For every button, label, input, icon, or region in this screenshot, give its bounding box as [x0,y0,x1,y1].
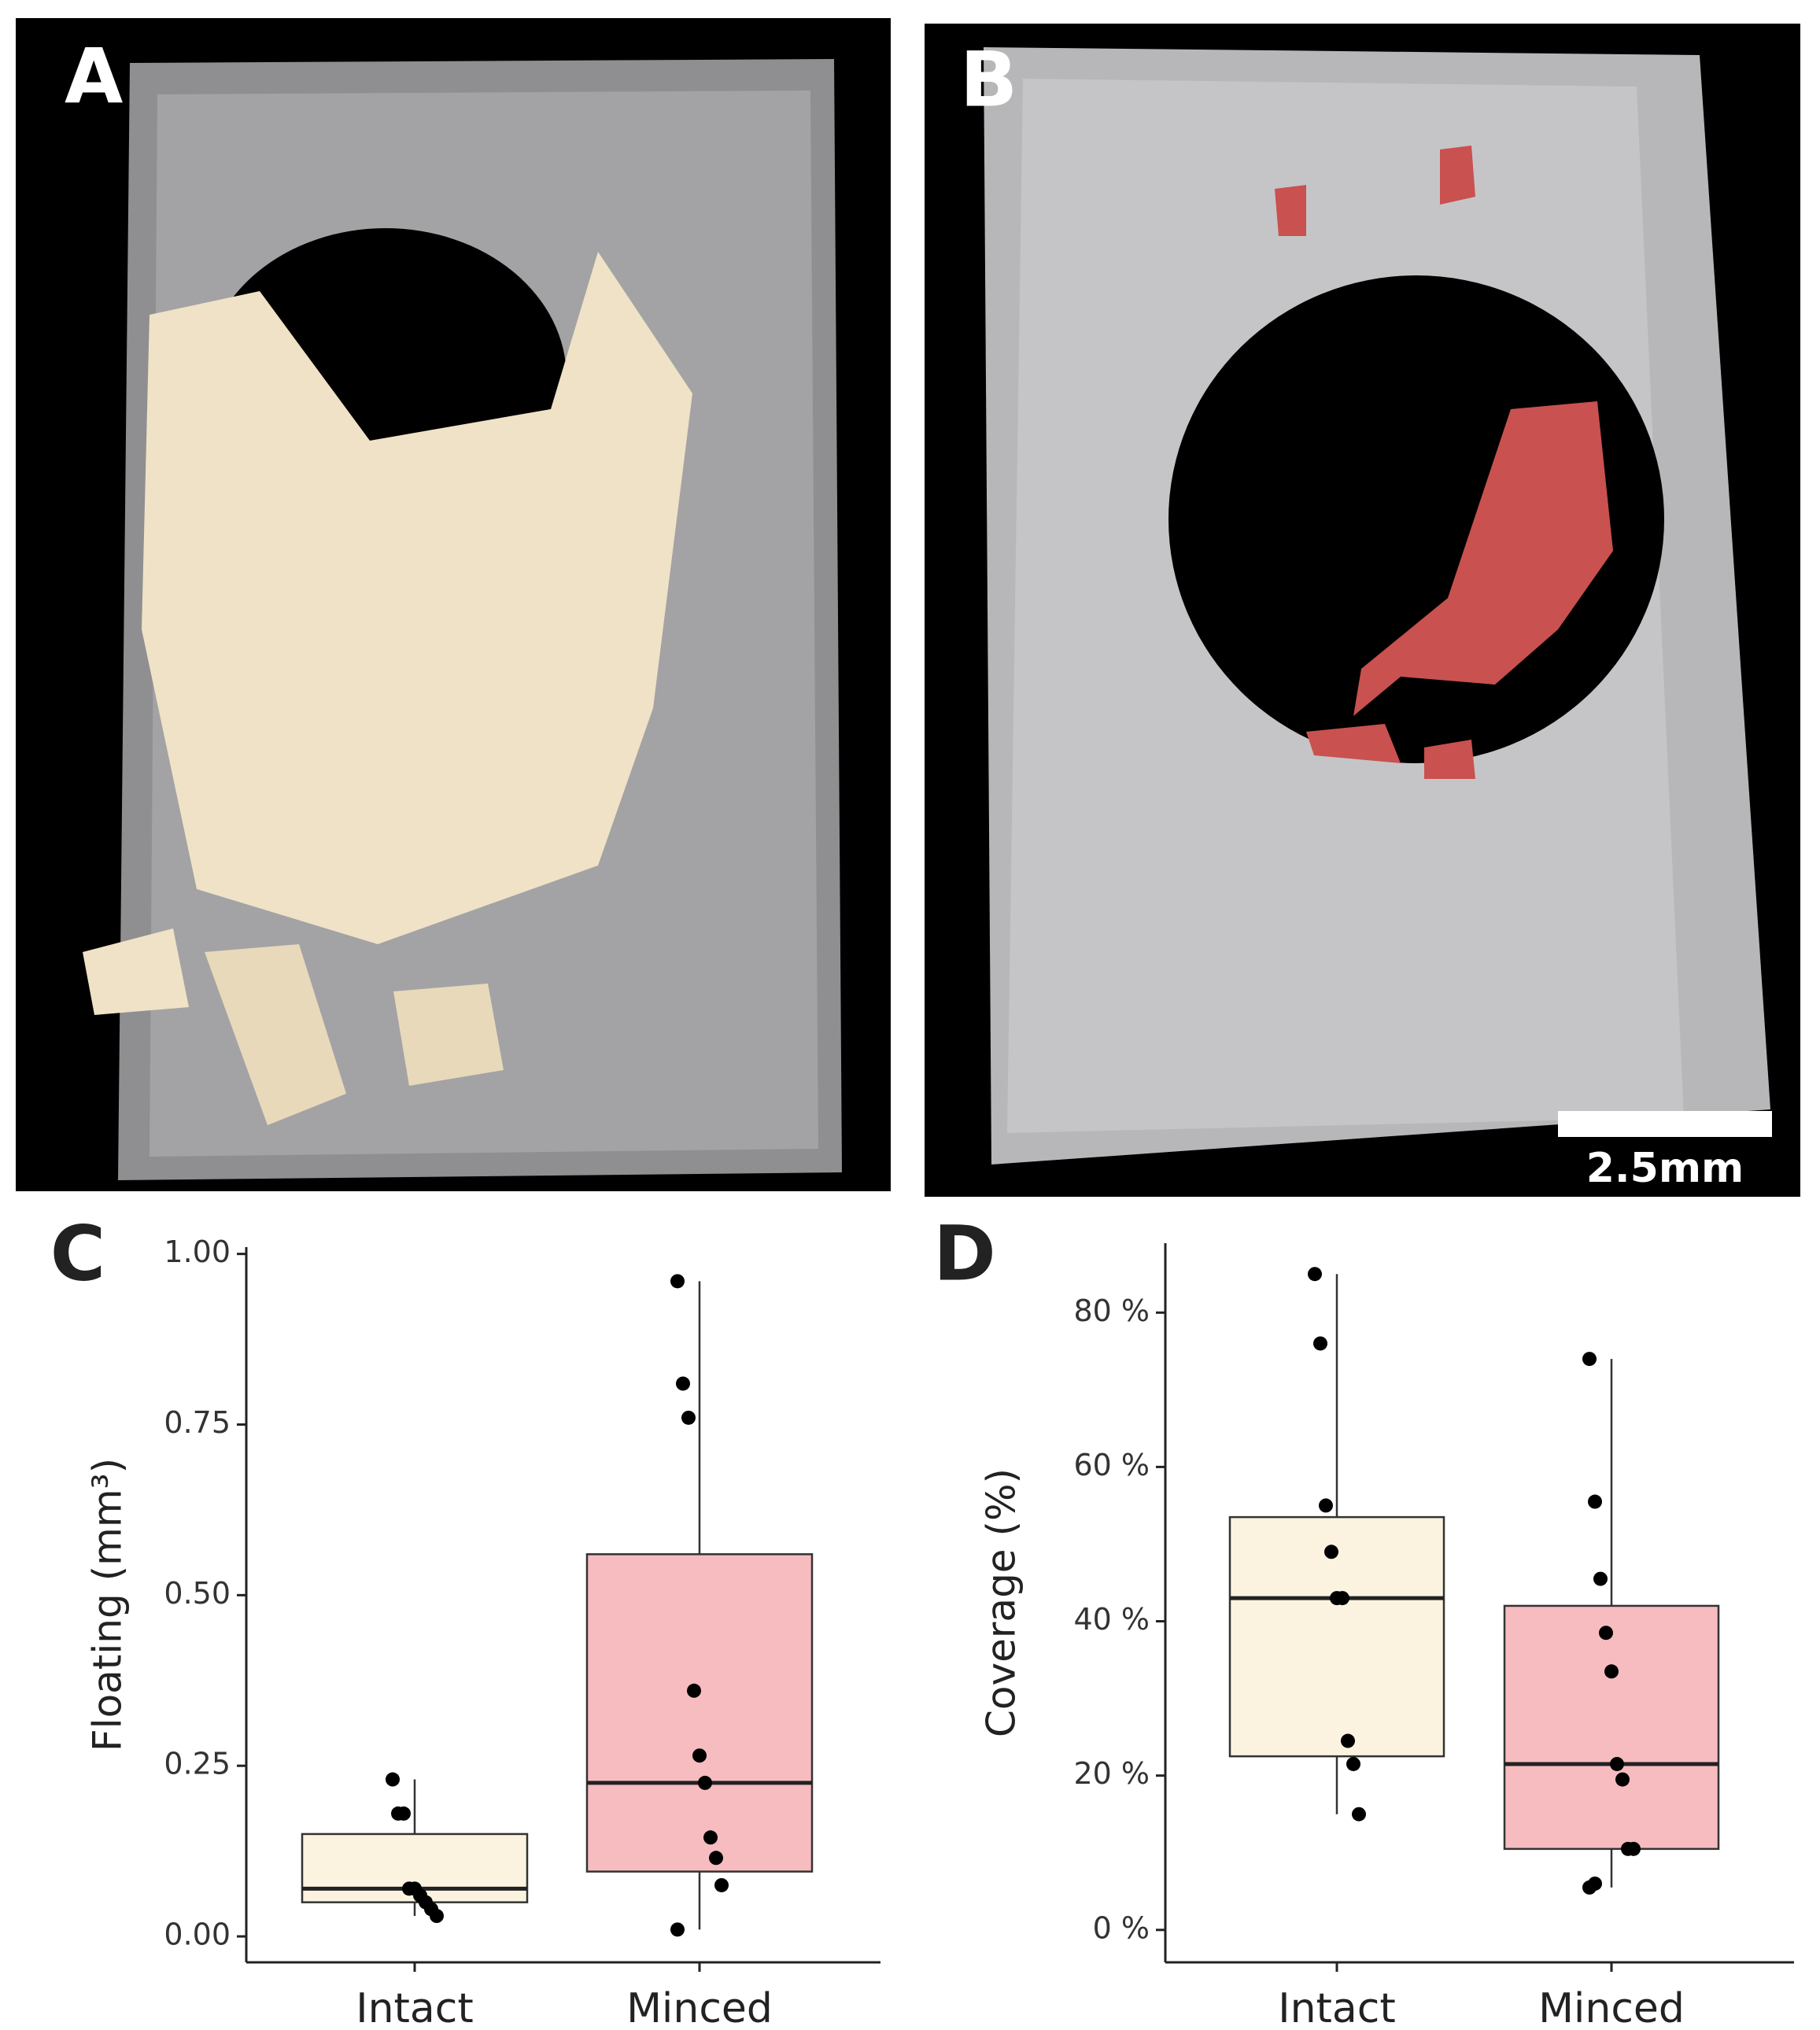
data-point [1335,1591,1349,1606]
data-point [1319,1498,1333,1513]
y-tick-label: 40 % [1073,1602,1150,1637]
data-point [1313,1336,1327,1351]
data-point [676,1376,690,1391]
y-tick-label: 0.50 [164,1576,231,1611]
data-point [1346,1756,1360,1771]
data-point [1588,1494,1602,1509]
data-point [670,1274,685,1289]
panel-label: D [933,1209,996,1297]
data-point [1341,1733,1355,1748]
y-tick-label: 1.00 [164,1235,231,1269]
data-point [692,1748,707,1763]
box [1503,1604,1720,1851]
data-point [1610,1756,1624,1771]
data-point [681,1410,696,1425]
box [1228,1515,1445,1758]
data-point [1604,1664,1619,1679]
scale-bar-label: 2.5mm [1586,1145,1744,1192]
y-tick-label: 0.00 [164,1917,231,1952]
y-tick-label: 0.75 [164,1405,231,1440]
scale-bar [1558,1111,1772,1137]
data-point [714,1877,729,1892]
x-tick-label: Intact [1278,1985,1396,2030]
data-point [430,1909,444,1924]
data-point [1352,1807,1366,1821]
y-tick-label: 60 % [1073,1448,1150,1482]
data-point [397,1806,411,1821]
x-tick-label: Minced [626,1985,773,2030]
y-tick-label: 0 % [1093,1910,1150,1945]
data-point [703,1830,718,1845]
panel-a-image: A [16,18,891,1191]
data-point [1582,1352,1597,1367]
y-axis-label: Coverage (%) [979,1468,1024,1737]
x-tick-label: Minced [1538,1985,1685,2030]
data-point [687,1683,701,1698]
box [585,1553,814,1873]
data-point [709,1851,723,1866]
data-point [1593,1571,1608,1586]
panel-label: B [960,35,1017,124]
x-tick-label: Intact [356,1985,474,2030]
data-point [698,1775,712,1790]
data-point [386,1772,400,1787]
panel-label: A [65,32,123,120]
y-axis-label: Floating (mm³) [85,1458,131,1751]
data-point [1588,1876,1602,1891]
data-point [670,1922,685,1937]
data-point [1599,1626,1613,1641]
data-point [1324,1545,1338,1559]
data-point [1626,1841,1641,1856]
data-point [1308,1267,1322,1282]
y-tick-label: 0.25 [164,1747,231,1781]
y-tick-label: 80 % [1073,1294,1150,1328]
panel-label: C [50,1209,105,1297]
y-tick-label: 20 % [1073,1756,1150,1791]
data-point [1615,1772,1630,1787]
panel-b-image: B 2.5mm [925,24,1800,1197]
